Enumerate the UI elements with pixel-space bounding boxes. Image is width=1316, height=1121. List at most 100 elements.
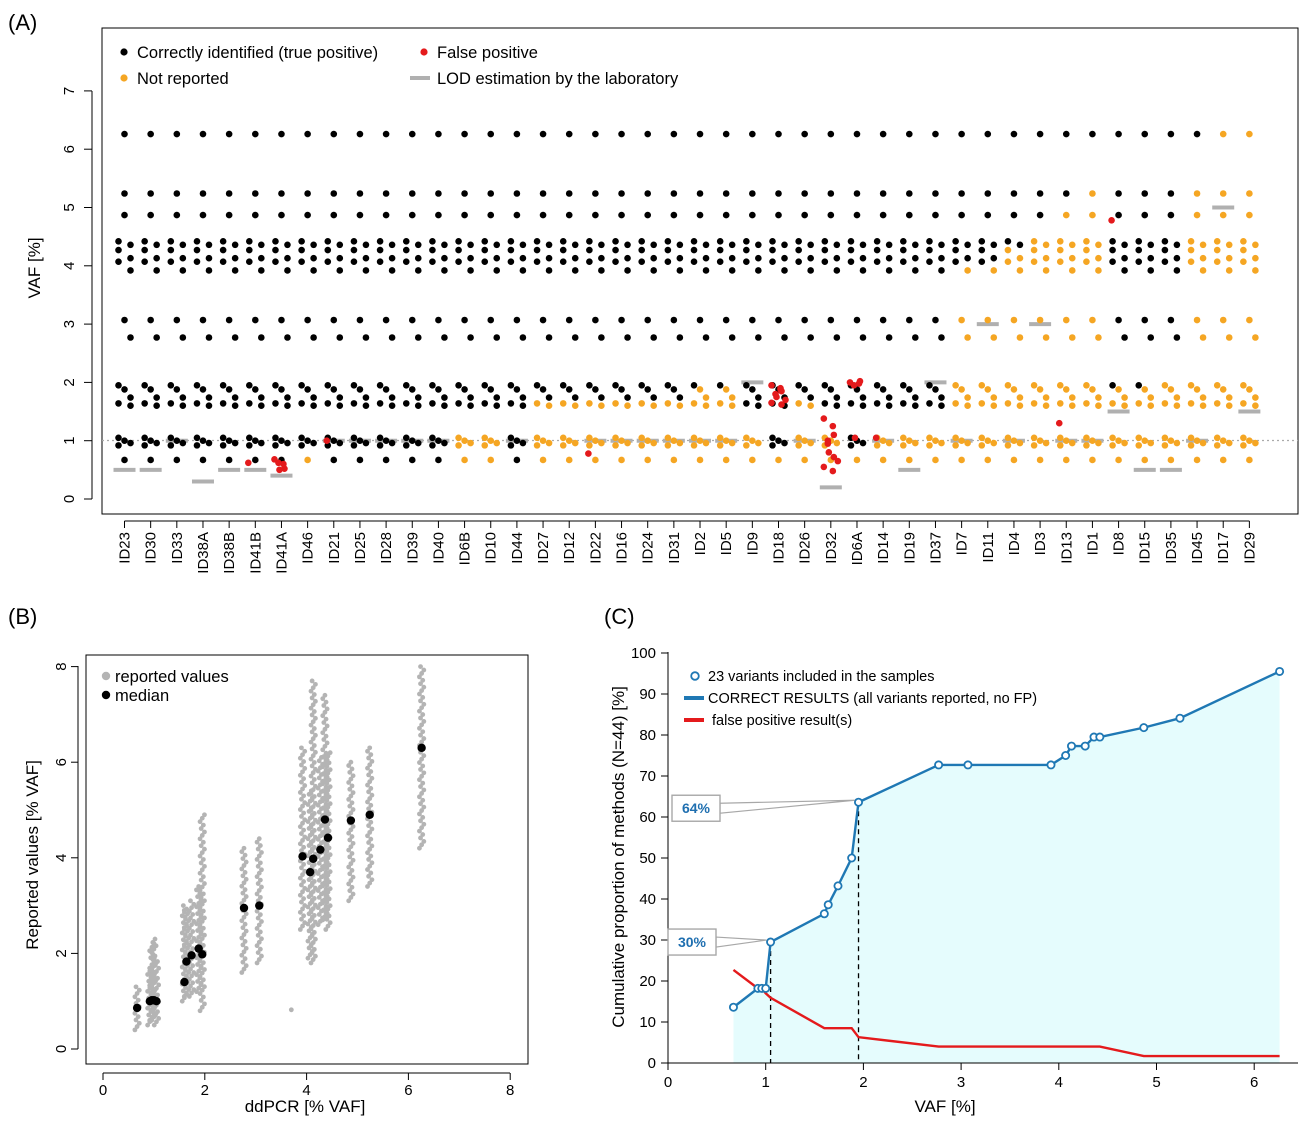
- not-reported-point-id10: [487, 437, 495, 445]
- true-positive-point-id9: [755, 334, 762, 341]
- true-positive-point-id23: [121, 437, 128, 445]
- not-reported-point-id37: [932, 437, 939, 445]
- true-positive-point-id9: [743, 258, 750, 266]
- reported-value-point: [327, 886, 333, 892]
- reported-value-point: [200, 857, 206, 862]
- true-positive-point-id24: [650, 254, 657, 262]
- true-positive-point-id30: [153, 394, 160, 401]
- reported-value-point: [305, 802, 311, 807]
- true-positive-point-id15: [1135, 382, 1143, 389]
- reported-value-point: [195, 894, 200, 900]
- true-positive-point-id8: [1115, 316, 1122, 324]
- reported-value-point: [200, 822, 206, 828]
- true-positive-point-id39: [408, 211, 416, 219]
- true-positive-point-id22: [598, 241, 605, 249]
- reported-value-point: [197, 973, 203, 979]
- not-reported-point-id3: [1030, 434, 1038, 442]
- true-positive-point-id39: [402, 238, 410, 245]
- true-positive-point-id38b: [225, 130, 233, 138]
- true-positive-point-id21: [336, 439, 344, 447]
- true-positive-point-id25: [350, 382, 358, 389]
- true-positive-point-id37: [926, 238, 933, 245]
- true-positive-point-id37: [932, 130, 939, 138]
- not-reported-point-id35: [1167, 437, 1175, 445]
- true-positive-point-id16: [624, 334, 631, 341]
- true-positive-point-id38b: [219, 434, 227, 442]
- reported-value-point: [301, 776, 307, 782]
- not-reported-point-id29: [1252, 254, 1259, 262]
- true-positive-point-id6b: [455, 258, 462, 266]
- true-positive-point-id27: [545, 241, 553, 249]
- not-reported-point-id8: [1115, 386, 1122, 393]
- reported-value-point: [179, 998, 185, 1004]
- true-positive-point-id38a: [199, 316, 207, 324]
- reported-value-point: [184, 938, 189, 944]
- reported-value-point: [323, 808, 329, 813]
- variant-point: [823, 900, 833, 910]
- reported-value-point: [350, 790, 356, 796]
- true-positive-point-id31: [676, 241, 684, 249]
- reported-value-point: [301, 861, 307, 867]
- true-positive-point-id30: [147, 456, 154, 464]
- reported-value-point: [259, 850, 264, 855]
- true-positive-point-id15: [1135, 246, 1143, 254]
- not-reported-point-id10: [493, 439, 501, 447]
- not-reported-point-id12: [559, 442, 567, 449]
- true-positive-point-id9: [749, 130, 756, 138]
- reported-value-point: [197, 819, 203, 825]
- reported-value-point: [325, 770, 331, 776]
- a-x-tick-label-id12: ID12: [561, 532, 578, 564]
- not-reported-point-id4: [1016, 439, 1024, 447]
- true-positive-point-id30: [153, 402, 160, 410]
- a-x-tick-label-id7: ID7: [954, 532, 971, 555]
- legend-false-positive-label: False positive: [437, 44, 538, 62]
- reported-value-point: [418, 801, 423, 807]
- true-positive-point-id6b: [461, 190, 468, 197]
- reported-value-point: [242, 870, 248, 875]
- reported-value-point: [305, 836, 311, 842]
- reported-value-point: [182, 949, 188, 955]
- reported-value-point: [309, 916, 315, 922]
- not-reported-point-id35: [1167, 456, 1175, 464]
- reported-value-point: [241, 880, 247, 886]
- panel-b-frame: [85, 654, 529, 1065]
- true-positive-point-id24: [644, 316, 651, 324]
- not-reported-point-id17: [1213, 238, 1221, 245]
- not-reported-point-id19: [906, 456, 913, 464]
- panel-c-y-axis-label: Cumulative proportion of methods (N=44) …: [609, 686, 628, 1028]
- true-positive-point-id8: [1109, 246, 1116, 254]
- reported-value-point: [311, 743, 317, 748]
- true-positive-point-id6a: [859, 402, 867, 410]
- reported-value-point: [313, 936, 318, 942]
- median-point: [417, 743, 426, 753]
- not-reported-point-id11: [984, 316, 992, 324]
- true-positive-point-id39: [402, 258, 410, 266]
- reported-value-point: [369, 860, 375, 866]
- not-reported-point-id13: [1056, 238, 1064, 245]
- not-reported-point-id4: [1010, 456, 1018, 464]
- true-positive-point-id32: [833, 402, 841, 410]
- reported-value-point: [324, 797, 330, 803]
- not-reported-point-id2: [690, 442, 698, 449]
- reported-value-point: [194, 972, 199, 978]
- reported-value-point: [420, 814, 426, 820]
- true-positive-point-id30: [141, 434, 148, 442]
- true-positive-point-id14: [885, 254, 893, 262]
- false-positive-point-id32: [824, 437, 832, 445]
- reported-value-point: [199, 918, 205, 924]
- not-reported-point-id15: [1135, 442, 1143, 449]
- true-positive-point-id41b: [252, 386, 259, 393]
- true-positive-point-id10: [493, 394, 501, 401]
- true-positive-point-id41a: [284, 439, 291, 447]
- reported-value-point: [297, 807, 303, 812]
- true-positive-point-id38a: [193, 246, 201, 254]
- true-positive-point-id32: [827, 386, 835, 393]
- not-reported-point-id1: [1083, 238, 1090, 245]
- reported-value-point: [243, 945, 249, 951]
- not-reported-point-id5: [722, 456, 730, 464]
- true-positive-point-id31: [676, 394, 684, 401]
- reported-value-point: [239, 970, 245, 975]
- reported-value-point: [297, 875, 303, 881]
- reported-value-point: [151, 955, 157, 961]
- reported-value-point: [308, 705, 314, 711]
